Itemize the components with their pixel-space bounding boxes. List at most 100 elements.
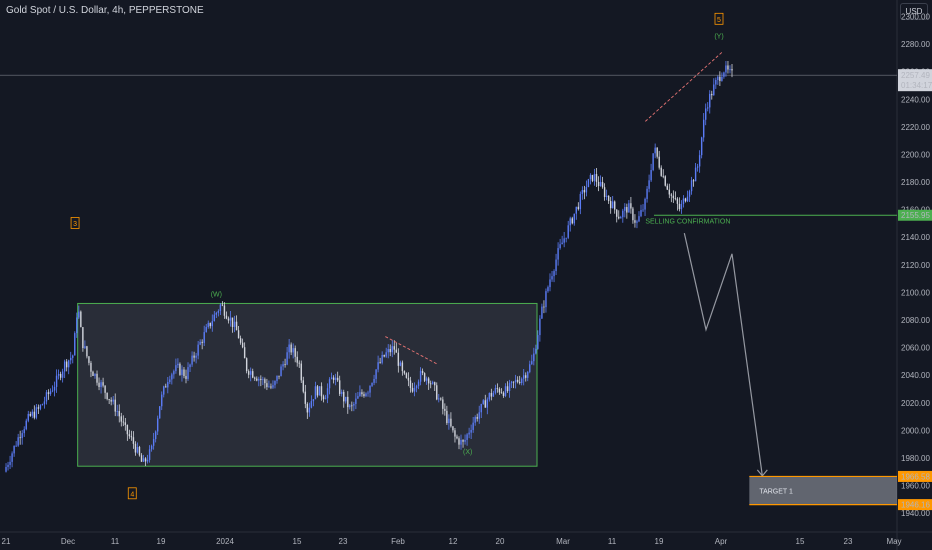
wave-label: (Y) [714,34,723,41]
candle [96,373,98,383]
candle [658,156,660,168]
y-tick-label: 1980.00 [901,454,930,463]
candle [682,198,685,204]
candle [258,378,260,381]
candle [163,386,165,395]
y-tick-label: 2100.00 [901,288,930,297]
candle [367,392,369,394]
candle [413,387,416,392]
y-tick-label: 2180.00 [901,178,930,187]
candle [110,399,112,402]
candle [379,362,381,364]
candle [45,392,48,402]
candle [132,437,135,444]
candle [429,383,432,385]
candle [53,386,56,391]
candle [383,355,385,357]
candle [245,358,248,372]
candle [533,353,535,362]
candle [23,429,25,434]
candle [177,363,179,366]
candle [328,379,331,389]
candle [215,312,218,315]
candle [670,194,673,196]
candle [5,467,7,472]
candle [702,119,705,138]
candle [183,369,185,377]
candle [700,137,703,156]
candle [363,394,365,397]
candle [27,413,29,421]
candle [381,355,383,363]
y-tick-label: 2200.00 [901,150,930,159]
price-tag: 1966.58 [901,472,930,481]
candle [296,356,298,363]
candle [264,379,266,384]
y-tick-label: 1940.00 [901,509,930,518]
candle [611,201,614,209]
candle [632,208,634,221]
candle [146,459,149,462]
candle [338,380,341,394]
candle [729,69,731,70]
candle [557,248,559,260]
candle [614,201,616,210]
candle [138,447,141,456]
candle [61,371,64,378]
candle [668,189,671,195]
candle [624,207,626,211]
currency-button[interactable]: USD [900,3,928,20]
candle [520,378,523,384]
x-tick-label: 11 [111,537,120,546]
candle [478,412,480,419]
candle [476,417,478,419]
x-tick-label: Dec [61,537,75,546]
candle [470,429,472,433]
candle [209,322,211,327]
candle [35,407,38,418]
candle [336,377,339,381]
candle [603,187,606,198]
candle [47,392,50,395]
candle [727,65,729,70]
candle [207,322,209,328]
candle [159,406,161,419]
candle [152,439,155,446]
candle [510,381,513,384]
candle [474,417,476,423]
candle [401,362,404,372]
candle [260,378,262,380]
candle [438,398,440,400]
candle [575,206,577,214]
candle [535,348,537,354]
candle [310,401,313,408]
candle [98,382,100,388]
candle [690,180,693,192]
wave-label-box [127,487,137,500]
candle [349,405,351,408]
candle [638,216,640,222]
candle [256,378,258,381]
candle [674,198,677,199]
candle [492,392,495,397]
candle [332,377,335,380]
price-tag: 1946.16 [901,501,930,510]
candle [193,355,195,358]
candle [688,191,691,197]
candle [217,310,220,313]
candle [698,155,701,167]
candle [306,403,309,413]
candle [523,375,525,379]
candle [707,107,709,109]
y-tick-label: 2040.00 [901,371,930,380]
candle [676,198,679,204]
x-tick-label: 15 [796,537,805,546]
candle [684,198,687,202]
candle [219,304,222,311]
candle [484,400,486,408]
candle [634,220,636,223]
candle [601,182,604,188]
x-tick-label: 23 [339,537,348,546]
candle [314,386,317,400]
